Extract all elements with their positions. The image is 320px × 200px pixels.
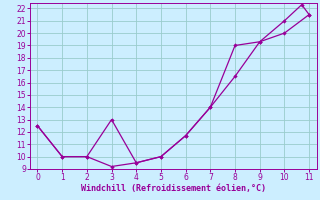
X-axis label: Windchill (Refroidissement éolien,°C): Windchill (Refroidissement éolien,°C)	[81, 184, 266, 193]
